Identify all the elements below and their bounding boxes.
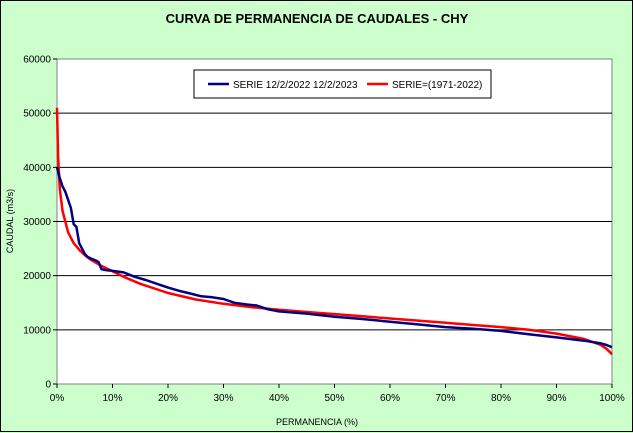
y-axis-ticks: 0 10000 20000 30000 40000 50000 60000	[23, 55, 57, 391]
x-tick-label: 70%	[435, 393, 455, 404]
chart-title: CURVA DE PERMANENCIA DE CAUDALES - CHY	[166, 11, 469, 26]
x-tick-label: 10%	[102, 393, 122, 404]
y-axis-label: CAUDAL (m3/s)	[5, 189, 15, 253]
y-tick-label: 50000	[23, 109, 51, 120]
x-tick-label: 90%	[546, 393, 566, 404]
y-tick-label: 40000	[23, 163, 51, 174]
x-axis-ticks: 0% 10% 20% 30% 40% 50% 60% 70% 80% 90% 100%	[50, 384, 625, 404]
legend: SERIE 12/2/2022 12/2/2023 SERIE=(1971-20…	[193, 69, 492, 99]
legend-label-series-2: SERIE=(1971-2022)	[392, 80, 482, 91]
y-tick-label: 20000	[23, 271, 51, 282]
y-tick-label: 60000	[23, 55, 51, 66]
x-tick-label: 60%	[380, 393, 400, 404]
y-tick-label: 10000	[23, 325, 51, 336]
x-tick-label: 40%	[269, 393, 289, 404]
x-tick-label: 30%	[213, 393, 233, 404]
y-tick-label: 30000	[23, 217, 51, 228]
x-tick-label: 50%	[324, 393, 344, 404]
legend-label-series-1: SERIE 12/2/2022 12/2/2023	[233, 80, 358, 91]
y-tick-label: 0	[45, 380, 51, 391]
series-lines	[55, 107, 613, 356]
x-tick-label: 0%	[50, 393, 65, 404]
x-tick-label: 100%	[599, 393, 625, 404]
x-tick-label: 20%	[158, 393, 178, 404]
legend-box	[193, 69, 492, 99]
x-tick-label: 80%	[491, 393, 511, 404]
series-line-2	[55, 107, 613, 356]
series-line-1	[55, 166, 613, 349]
x-axis-label: PERMANENCIA (%)	[276, 417, 358, 427]
